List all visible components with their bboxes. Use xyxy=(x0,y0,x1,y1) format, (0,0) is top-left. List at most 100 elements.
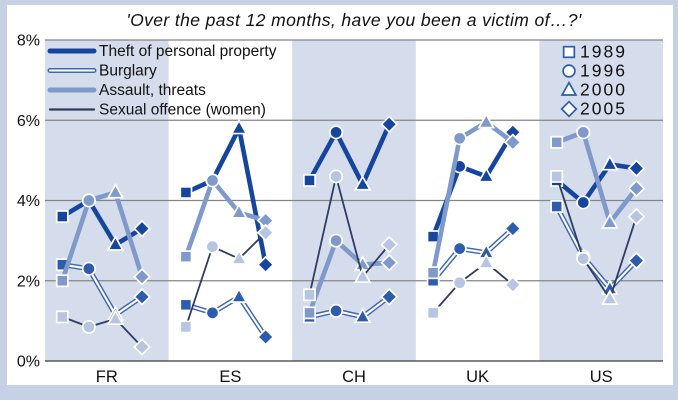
marker-theft-fr-2005 xyxy=(133,219,151,238)
legend-label-1996: 1996 xyxy=(580,61,627,81)
line-sexual-offence-ch xyxy=(308,175,391,296)
line-assault-us xyxy=(554,129,639,225)
marker-assault-uk-2005 xyxy=(503,133,522,152)
year-legend-symbols xyxy=(560,45,578,118)
legend-symbol-circle-1996 xyxy=(562,64,576,78)
marker-theft-ch-1996 xyxy=(329,125,344,140)
x-axis-labels: FR ES CH UK US xyxy=(96,368,613,386)
marker-sexual-offence-fr-2005 xyxy=(133,338,151,356)
marker-sexual-offence-us-1989 xyxy=(550,169,564,183)
country-label-fr: FR xyxy=(96,368,118,386)
country-label-es: ES xyxy=(219,368,241,386)
marker-assault-ch-1996 xyxy=(329,233,344,248)
ytick-2: 2% xyxy=(17,273,40,290)
legend-symbol-triangle-2000 xyxy=(560,80,578,96)
marker-burglary-ch-1996 xyxy=(329,303,344,318)
chart-title: 'Over the past 12 months, have you been … xyxy=(126,10,582,30)
marker-theft-ch-2005 xyxy=(380,115,399,134)
line-assault-uk xyxy=(430,119,516,276)
country-label-ch: CH xyxy=(342,368,366,386)
legend-symbol-diamond-2005 xyxy=(560,100,578,118)
line-core-burglary-es xyxy=(184,295,267,338)
country-label-uk: UK xyxy=(466,368,489,386)
marker-assault-uk-1996 xyxy=(452,131,467,146)
line-theft-es xyxy=(183,125,268,268)
marker-sexual-offence-uk-1996 xyxy=(452,275,467,290)
data-series xyxy=(55,112,646,356)
marker-theft-us-2000 xyxy=(601,154,619,171)
line-sexual-offence-uk xyxy=(432,261,514,314)
marker-assault-ch-2005 xyxy=(380,253,399,272)
marker-assault-es-1989 xyxy=(179,250,193,264)
line-core-burglary-us xyxy=(555,205,638,290)
marker-assault-ch-1989 xyxy=(303,306,316,320)
marker-theft-fr-1989 xyxy=(55,210,69,223)
country-label-us: US xyxy=(590,368,613,386)
line-sexual-offence-es xyxy=(185,231,267,328)
line-assault-ch xyxy=(307,238,392,316)
marker-theft-fr-2000 xyxy=(106,235,125,251)
legend-symbol-square-1989 xyxy=(562,45,576,59)
legend-label-burglary: Burglary xyxy=(99,63,157,80)
marker-burglary-es-1989 xyxy=(179,298,193,312)
line-assault-es xyxy=(183,178,268,259)
marker-theft-es-1989 xyxy=(179,186,193,199)
series-assault xyxy=(55,112,646,320)
marker-assault-us-1996 xyxy=(576,125,591,140)
ytick-0: 0% xyxy=(17,354,40,371)
marker-assault-fr-2005 xyxy=(133,267,151,286)
legend-label-2005: 2005 xyxy=(580,99,627,119)
marker-sexual-offence-es-2000 xyxy=(230,249,248,265)
legend-label-sexual-offence: Sexual offence (women) xyxy=(99,102,266,119)
marker-sexual-offence-es-2005 xyxy=(256,223,275,242)
marker-burglary-us-1989 xyxy=(550,200,564,213)
y-axis-ticks: 8% 6% 4% 2% 0% xyxy=(17,33,40,371)
marker-theft-ch-1989 xyxy=(303,173,316,187)
marker-assault-us-1989 xyxy=(550,135,564,149)
marker-assault-fr-2000 xyxy=(106,182,125,199)
marker-sexual-offence-uk-2000 xyxy=(477,253,495,269)
marker-theft-ch-2000 xyxy=(353,174,372,191)
marker-theft-us-2005 xyxy=(627,159,646,178)
marker-assault-fr-1996 xyxy=(81,193,96,208)
marker-burglary-us-2005 xyxy=(627,251,646,270)
marker-theft-uk-1989 xyxy=(426,230,440,244)
line-sexual-offence-us xyxy=(555,175,638,300)
marker-assault-uk-2000 xyxy=(477,112,495,129)
marker-assault-es-2000 xyxy=(230,202,248,219)
series-sexual-offence xyxy=(55,169,646,356)
marker-burglary-uk-1996 xyxy=(452,241,467,256)
marker-sexual-offence-es-1996 xyxy=(205,239,220,254)
marker-sexual-offence-ch-1989 xyxy=(303,288,316,302)
marker-burglary-fr-1996 xyxy=(81,261,96,276)
marker-burglary-ch-2005 xyxy=(380,287,399,306)
marker-burglary-ch-2000 xyxy=(353,307,372,324)
marker-assault-us-2000 xyxy=(601,213,619,229)
line-theft-ch xyxy=(307,121,392,187)
marker-sexual-offence-fr-2000 xyxy=(106,309,125,326)
marker-theft-us-1996 xyxy=(576,195,591,210)
marker-sexual-offence-fr-1989 xyxy=(55,310,69,324)
marker-sexual-offence-uk-2005 xyxy=(503,275,522,294)
ytick-4: 4% xyxy=(17,193,40,210)
line-core-burglary-uk xyxy=(432,227,514,282)
series-legend: Theft of personal property Burglary Assa… xyxy=(99,43,277,119)
marker-assault-us-2005 xyxy=(627,179,646,198)
line-core-burglary-ch xyxy=(308,295,391,318)
legend-label-2000: 2000 xyxy=(580,80,627,100)
marker-assault-es-1996 xyxy=(205,173,220,188)
marker-theft-es-2000 xyxy=(230,118,248,135)
legend-label-assault: Assault, threats xyxy=(99,82,206,99)
marker-burglary-fr-2005 xyxy=(133,287,151,306)
ytick-8: 8% xyxy=(17,33,40,50)
marker-burglary-uk-2005 xyxy=(503,219,522,238)
marker-sexual-offence-uk-1989 xyxy=(426,306,440,320)
marker-burglary-es-2000 xyxy=(230,287,248,303)
marker-sexual-offence-us-2000 xyxy=(601,289,619,305)
marker-burglary-es-1996 xyxy=(205,305,220,320)
marker-assault-uk-1989 xyxy=(426,266,440,280)
legend-label-theft: Theft of personal property xyxy=(99,43,277,60)
marker-sexual-offence-es-1989 xyxy=(179,320,193,334)
